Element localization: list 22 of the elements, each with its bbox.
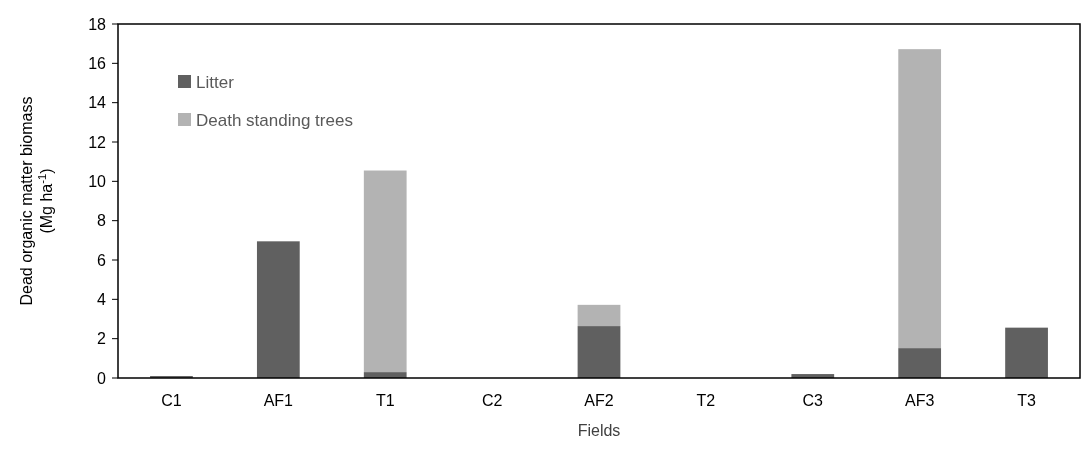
y-tick-label: 14 — [88, 94, 107, 112]
x-tick-label: C1 — [161, 392, 182, 409]
y-tick-label: 16 — [88, 54, 107, 72]
legend-label: Death standing trees — [196, 110, 353, 130]
x-tick-label: T2 — [696, 392, 716, 409]
x-tick-label: T1 — [375, 392, 395, 409]
x-tick-label: AF3 — [904, 392, 935, 409]
y-tick-label: 8 — [97, 212, 107, 230]
y-tick-label: 2 — [97, 330, 107, 348]
y-tick-label: 12 — [88, 133, 107, 151]
x-tick-label: T3 — [1017, 392, 1036, 409]
x-axis-title: Fields — [577, 422, 621, 439]
x-tick-label: C2 — [481, 392, 503, 409]
x-tick-label: AF2 — [584, 392, 614, 409]
x-tick-label: C3 — [802, 392, 824, 409]
y-tick-label: 6 — [97, 251, 107, 269]
legend-label: Litter — [196, 72, 235, 92]
y-tick-label: 0 — [97, 369, 107, 387]
x-tick-label: AF1 — [263, 392, 294, 409]
y-tick-label: 4 — [97, 290, 107, 308]
y-tick-label: 10 — [88, 172, 107, 190]
y-tick-label: 18 — [88, 15, 107, 33]
